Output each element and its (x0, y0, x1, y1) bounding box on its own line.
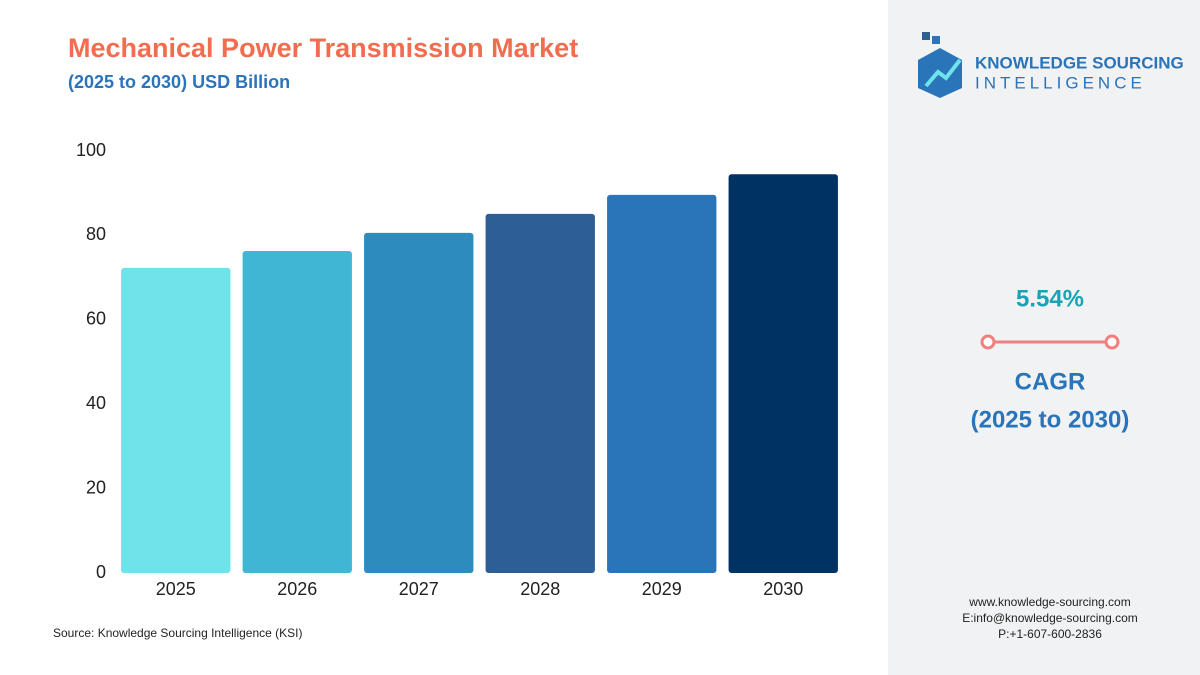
bar (242, 251, 352, 573)
y-tick-label: 100 (76, 140, 106, 160)
side-panel (888, 0, 1200, 675)
cagr-period: (2025 to 2030) (971, 406, 1130, 433)
x-tick-label: 2026 (277, 579, 317, 599)
y-tick-label: 80 (86, 224, 106, 244)
y-tick-label: 60 (86, 309, 106, 329)
x-tick-label: 2029 (642, 579, 682, 599)
cagr-label: CAGR (1015, 368, 1086, 395)
bar (485, 213, 595, 574)
contact-web: www.knowledge-sourcing.com (968, 595, 1130, 609)
bar (121, 267, 231, 573)
x-tick-label: 2030 (763, 579, 803, 599)
logo-text: KNOWLEDGE SOURCING (975, 53, 1184, 72)
logo-text: INTELLIGENCE (975, 73, 1146, 92)
x-tick-label: 2027 (399, 579, 439, 599)
y-tick-label: 0 (96, 562, 106, 582)
logo-arrow (924, 58, 962, 88)
logo: KNOWLEDGE SOURCING INTELLIGENCE (918, 32, 1184, 98)
logo-block (922, 32, 930, 40)
x-tick-label: 2028 (520, 579, 560, 599)
chart-title: Mechanical Power Transmission Market (68, 33, 578, 63)
bar (728, 174, 838, 573)
logo-block (932, 36, 940, 44)
y-tick-label: 40 (86, 393, 106, 413)
bar (364, 232, 474, 574)
contact-email: E:info@knowledge-sourcing.com (962, 611, 1138, 625)
bar (607, 194, 717, 573)
chart-subtitle: (2025 to 2030) USD Billion (68, 72, 290, 92)
contact-phone: P:+1-607-600-2836 (998, 627, 1102, 641)
source: Source: Knowledge Sourcing Intelligence … (53, 626, 302, 640)
x-tick-label: 2025 (156, 579, 196, 599)
cagr-dot (980, 334, 996, 350)
cagr-dot (1104, 334, 1120, 350)
cagr-value: 5.54% (1016, 285, 1084, 312)
y-tick-label: 20 (86, 477, 106, 497)
